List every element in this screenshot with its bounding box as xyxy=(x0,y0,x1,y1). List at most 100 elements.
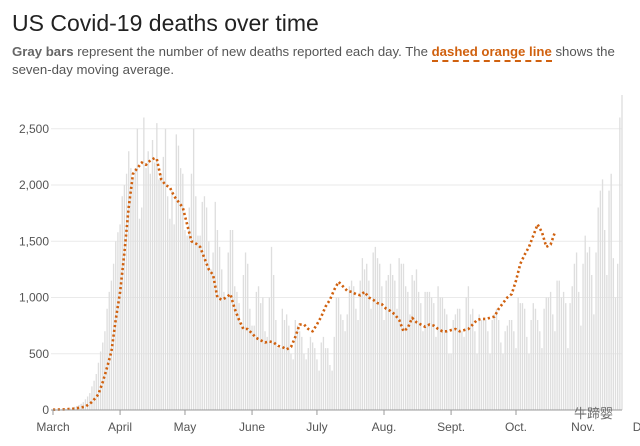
bar xyxy=(430,297,433,410)
bar xyxy=(569,303,571,410)
bar xyxy=(69,408,71,410)
bar xyxy=(175,134,177,410)
bar xyxy=(489,353,491,410)
subtitle-text-1: represent the number of new deaths repor… xyxy=(73,44,432,59)
bar xyxy=(201,201,203,410)
bar xyxy=(588,246,591,410)
x-tick-label: Sept. xyxy=(437,420,465,434)
bar xyxy=(560,297,563,410)
bar xyxy=(162,156,165,410)
bar xyxy=(177,145,180,410)
moving-average-line xyxy=(52,156,557,411)
bar xyxy=(500,342,502,410)
bar xyxy=(99,351,102,410)
bar xyxy=(104,331,106,410)
bar xyxy=(404,286,407,410)
bar xyxy=(73,406,76,410)
bar xyxy=(335,297,338,410)
bar xyxy=(586,252,589,410)
y-tick-label: 0 xyxy=(42,403,49,417)
bar xyxy=(318,370,320,410)
bar xyxy=(543,308,545,410)
bar xyxy=(389,263,392,410)
bar xyxy=(398,258,400,410)
bar xyxy=(257,286,260,410)
bar xyxy=(366,263,368,410)
bar xyxy=(192,128,195,410)
bar xyxy=(599,190,602,410)
bar xyxy=(474,331,476,410)
bar xyxy=(236,291,238,410)
y-tick-label: 2,000 xyxy=(19,178,49,192)
bar xyxy=(617,263,619,410)
bar xyxy=(578,291,580,410)
bar xyxy=(171,190,173,410)
bar xyxy=(234,286,236,410)
bar xyxy=(532,303,534,410)
bar xyxy=(188,207,190,410)
bar xyxy=(480,320,483,410)
bar xyxy=(515,348,517,410)
bar xyxy=(417,291,420,410)
bar xyxy=(97,362,100,410)
bar xyxy=(549,291,552,410)
bar xyxy=(285,314,288,410)
bar xyxy=(463,336,465,410)
x-tick-label: March xyxy=(36,420,69,434)
bar xyxy=(164,128,167,410)
bar xyxy=(614,297,617,410)
y-tick-label: 2,500 xyxy=(19,122,49,136)
axes: 0 500 1,000 1,500 2,000 2,500 March April May Jun… xyxy=(19,122,640,434)
bar xyxy=(333,336,335,410)
bar xyxy=(348,286,351,410)
bar xyxy=(415,269,418,410)
bar xyxy=(508,320,511,410)
bar xyxy=(197,235,199,410)
bar xyxy=(106,308,108,410)
bar xyxy=(400,263,402,410)
bar xyxy=(506,325,509,410)
bar xyxy=(452,320,454,410)
bar xyxy=(255,291,258,410)
bar xyxy=(227,252,229,410)
bar xyxy=(573,263,576,410)
bar xyxy=(606,275,608,410)
bar xyxy=(541,348,543,410)
bar xyxy=(314,348,316,410)
bar xyxy=(363,269,366,410)
bar xyxy=(208,241,210,410)
bar xyxy=(95,374,97,410)
bar xyxy=(102,342,104,410)
bar xyxy=(212,252,214,410)
bar xyxy=(619,117,621,410)
bar xyxy=(238,303,240,410)
bar xyxy=(387,275,390,410)
bar xyxy=(612,258,615,410)
bar xyxy=(454,314,457,410)
bar xyxy=(322,336,325,410)
bar xyxy=(169,218,171,410)
bar xyxy=(556,280,558,410)
bar xyxy=(595,252,597,410)
bar xyxy=(368,280,370,410)
bar xyxy=(523,308,526,410)
bar xyxy=(173,224,175,410)
bar xyxy=(528,353,530,410)
bar xyxy=(552,314,554,410)
bar xyxy=(411,275,413,410)
bar xyxy=(337,297,340,410)
bar xyxy=(264,331,266,410)
bar xyxy=(138,218,141,410)
bar xyxy=(376,258,379,410)
watermark-text: 牛蹄婴 xyxy=(574,406,613,421)
bar xyxy=(249,308,251,410)
bar xyxy=(396,308,398,410)
bar xyxy=(331,370,333,410)
bar xyxy=(279,348,281,410)
bar xyxy=(567,348,569,410)
bar xyxy=(216,230,219,410)
bar xyxy=(223,291,225,410)
bar xyxy=(283,320,286,410)
bar xyxy=(521,303,524,410)
bar xyxy=(498,320,500,410)
